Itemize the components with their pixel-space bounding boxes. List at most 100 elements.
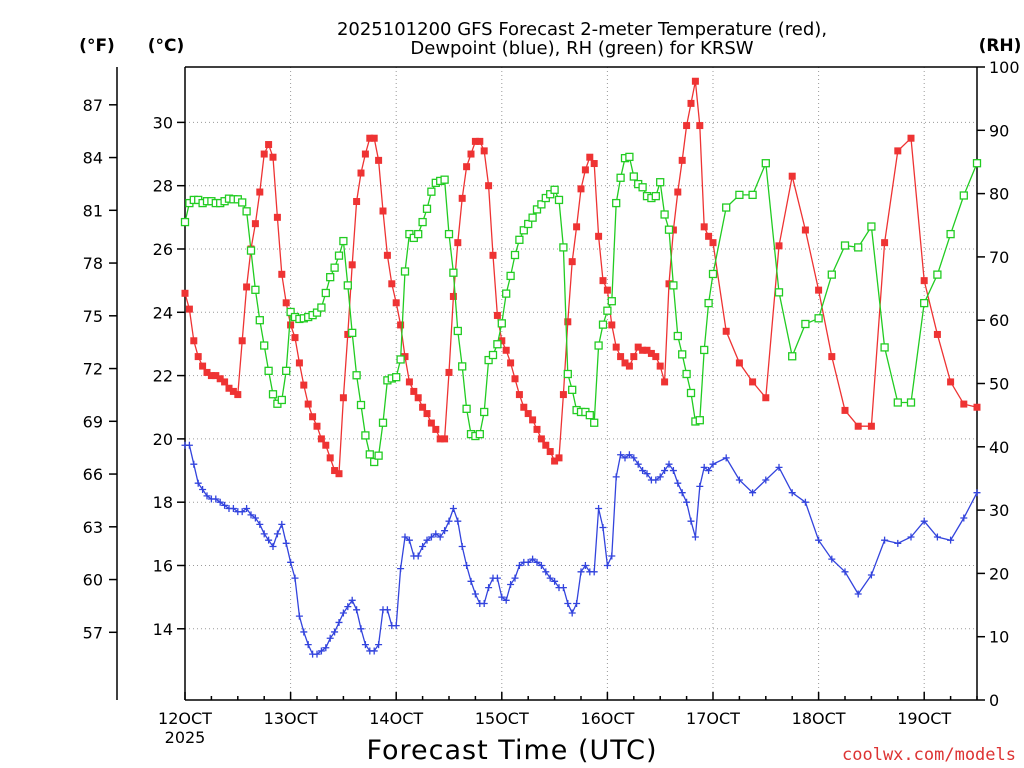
- data-point: [696, 482, 704, 490]
- data-point: [462, 404, 471, 413]
- data-point: [352, 371, 361, 380]
- data-point: [515, 561, 523, 569]
- data-point: [920, 298, 929, 308]
- data-point: [502, 346, 510, 354]
- data-point: [343, 281, 352, 290]
- data-point: [554, 195, 564, 205]
- rh-tick-label: 70: [989, 248, 1009, 267]
- data-point: [229, 387, 237, 395]
- x-tick-label: 16OCT: [580, 709, 634, 728]
- data-point: [190, 337, 198, 345]
- data-point: [774, 288, 784, 297]
- data-point: [260, 341, 269, 350]
- data-point: [515, 235, 524, 244]
- data-point: [321, 288, 330, 298]
- data-point: [669, 467, 677, 475]
- data-point: [841, 568, 849, 576]
- data-point: [313, 422, 321, 430]
- data-point: [441, 527, 449, 535]
- data-point: [683, 498, 691, 506]
- x-tick-label: 12OCT: [158, 709, 212, 728]
- data-point: [331, 467, 339, 475]
- data-point: [357, 169, 365, 177]
- data-point: [573, 223, 581, 231]
- data-point: [383, 251, 391, 259]
- data-point: [933, 533, 941, 541]
- data-point: [634, 460, 642, 468]
- data-point: [273, 213, 281, 221]
- data-point: [510, 250, 520, 260]
- data-point: [366, 134, 374, 142]
- data-point: [194, 479, 202, 487]
- fahrenheit-tick-label: 63: [83, 518, 103, 537]
- data-point: [348, 596, 356, 604]
- data-point: [748, 190, 757, 200]
- data-point: [705, 467, 713, 475]
- data-point: [524, 410, 532, 418]
- data-point: [353, 606, 361, 614]
- data-point: [555, 454, 563, 462]
- data-point: [867, 422, 875, 430]
- data-point: [762, 394, 770, 402]
- data-point: [370, 647, 378, 655]
- data-point: [841, 406, 849, 414]
- celsius-tick-label: 22: [153, 367, 173, 386]
- data-point: [256, 188, 264, 196]
- data-point: [894, 539, 902, 547]
- data-point: [735, 190, 744, 200]
- data-point: [775, 242, 783, 250]
- data-point: [625, 152, 634, 162]
- data-point: [687, 517, 695, 525]
- data-point: [414, 552, 422, 560]
- data-point: [339, 236, 348, 246]
- data-point: [775, 463, 783, 471]
- data-point: [295, 612, 303, 620]
- celsius-tick-label: 14: [153, 620, 173, 639]
- data-point: [331, 628, 339, 636]
- data-point: [313, 650, 321, 658]
- data-point: [507, 580, 515, 588]
- data-point: [603, 306, 612, 315]
- data-point: [497, 319, 506, 328]
- data-point: [947, 378, 955, 386]
- data-point: [432, 425, 440, 433]
- data-point: [893, 398, 902, 407]
- data-point: [788, 489, 796, 497]
- data-point: [933, 330, 941, 338]
- data-point: [595, 232, 603, 240]
- data-point: [414, 394, 422, 402]
- data-point: [551, 577, 559, 585]
- data-point: [608, 321, 616, 329]
- data-point: [427, 533, 435, 541]
- data-point: [581, 166, 589, 174]
- data-point: [326, 634, 334, 642]
- data-point: [489, 251, 497, 259]
- data-point: [238, 198, 247, 207]
- data-point: [559, 243, 568, 252]
- data-point: [199, 362, 207, 370]
- data-point: [590, 568, 598, 576]
- data-point: [735, 476, 743, 484]
- data-point: [436, 435, 444, 443]
- data-point: [867, 571, 875, 579]
- data-point: [361, 431, 370, 440]
- data-point: [471, 590, 479, 598]
- tick-labels: 14 16 18 20 22 24 26 28 30 57 60 63 66 69 72 75 78 81 84 87…: [83, 58, 1020, 747]
- data-point: [251, 220, 259, 228]
- axes: [109, 66, 985, 701]
- data-point: [405, 378, 413, 386]
- data-point: [762, 476, 770, 484]
- data-point: [661, 378, 669, 386]
- data-point: [881, 239, 889, 247]
- data-point: [687, 99, 695, 107]
- data-point: [246, 246, 256, 255]
- data-point: [973, 403, 981, 411]
- data-point: [682, 369, 691, 379]
- data-point: [493, 574, 501, 582]
- rh-tick-label: 60: [989, 311, 1009, 330]
- data-point: [973, 489, 981, 497]
- data-point: [814, 314, 823, 323]
- data-point: [212, 372, 220, 380]
- data-point: [854, 422, 862, 430]
- data-point: [507, 359, 515, 367]
